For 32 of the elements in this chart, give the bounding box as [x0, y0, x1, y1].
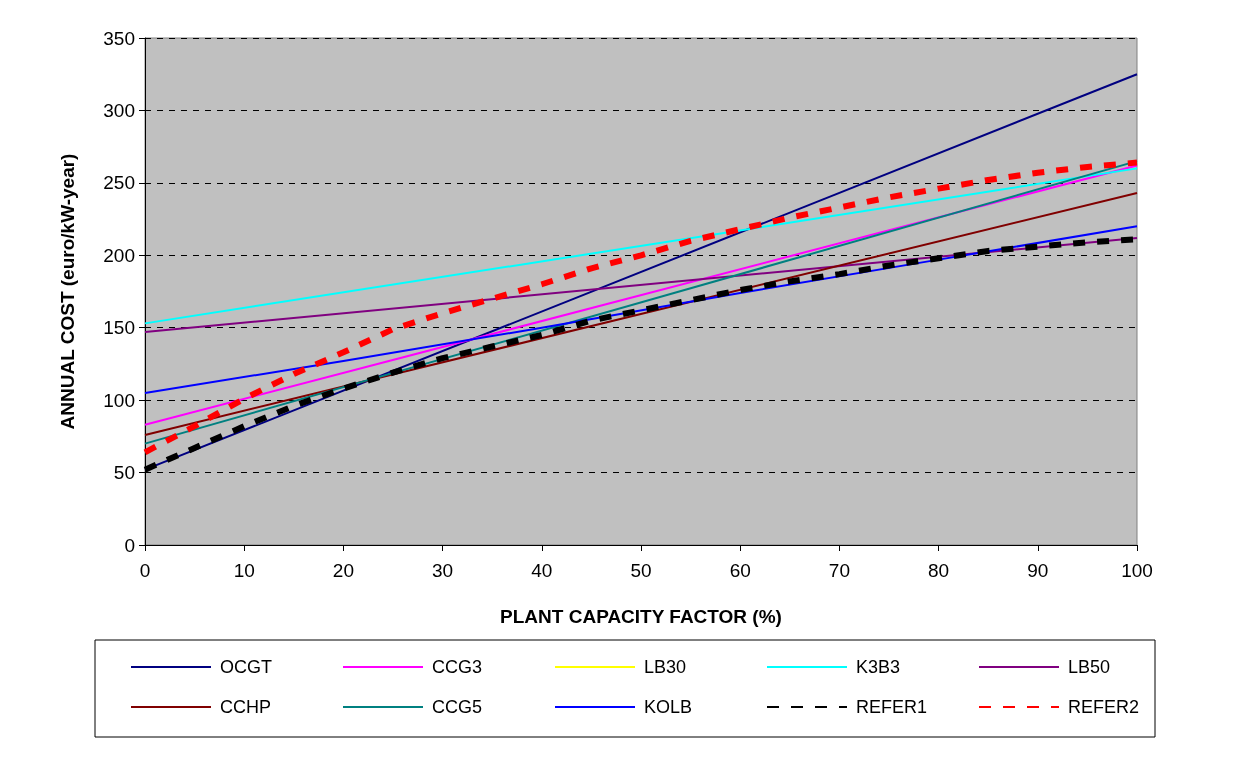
x-tick-label: 40: [531, 560, 553, 581]
x-tick-label: 100: [1121, 560, 1153, 581]
y-tick-label: 200: [103, 244, 135, 266]
legend-label: K3B3: [856, 657, 901, 677]
y-tick-label: 300: [103, 99, 135, 121]
legend-label: CCG5: [432, 697, 483, 717]
x-tick-label: 30: [432, 560, 454, 581]
legend-label: REFER2: [1068, 697, 1140, 717]
legend-label: LB50: [1068, 657, 1111, 677]
x-tick-label: 50: [630, 560, 652, 581]
legend-label: OCGT: [220, 657, 272, 677]
legend-label: CCG3: [432, 657, 483, 677]
x-axis-title: PLANT CAPACITY FACTOR (%): [500, 606, 782, 627]
x-tick-label: 90: [1027, 560, 1049, 581]
y-tick-label: 250: [103, 172, 135, 194]
x-tick-label: 70: [828, 560, 850, 581]
x-tick-label: 80: [928, 560, 950, 581]
x-tick-label: 60: [729, 560, 751, 581]
x-tick-label: 0: [139, 560, 151, 581]
legend-label: CCHP: [220, 697, 272, 717]
legend-label: LB30: [644, 657, 687, 677]
y-axis-title: ANNUAL COST (euro/kW-year): [57, 153, 78, 430]
y-tick-label: 50: [113, 462, 135, 484]
legend-label: REFER1: [856, 697, 928, 717]
y-tick-label: 0: [124, 534, 135, 556]
x-tick-label: 10: [233, 560, 255, 581]
line-series: [144, 225, 1138, 394]
legend-label: KOLB: [644, 697, 693, 717]
x-tick-label: 20: [332, 560, 354, 581]
y-tick-label: 100: [103, 389, 135, 411]
y-tick-label: 350: [103, 27, 135, 49]
y-tick-label: 150: [103, 317, 135, 339]
